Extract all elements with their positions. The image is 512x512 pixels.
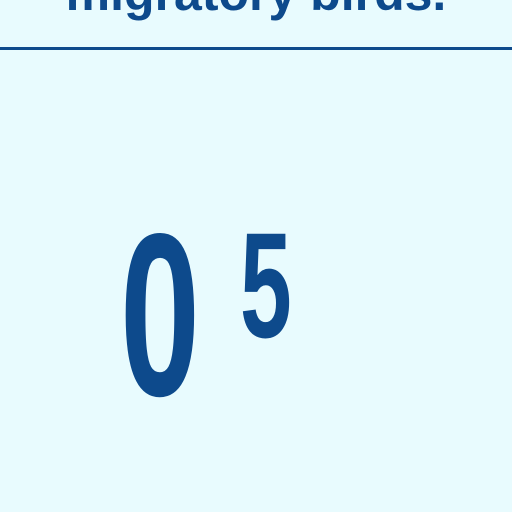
counter-main: 0	[120, 186, 200, 445]
counter-superscript: 5	[240, 201, 292, 369]
divider	[0, 47, 512, 50]
page-title: migratory birds.	[0, 0, 512, 20]
